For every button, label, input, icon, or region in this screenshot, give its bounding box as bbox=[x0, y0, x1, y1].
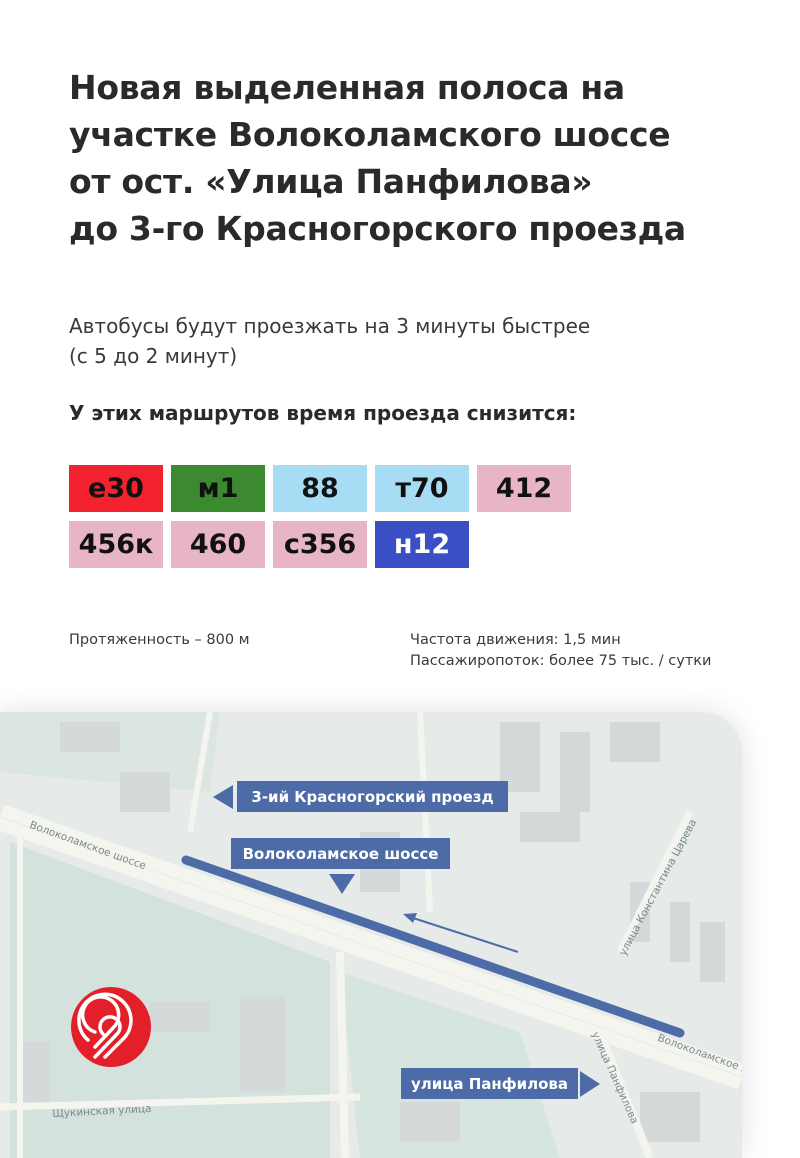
park-area bbox=[340, 972, 560, 1158]
stat-frequency-passengers: Частота движения: 1,5 мин Пассажиропоток… bbox=[410, 630, 711, 672]
title-line: участке Волоколамского шоссе bbox=[69, 115, 671, 154]
route-badge: 412 bbox=[477, 465, 571, 512]
route-badge: 88 bbox=[273, 465, 367, 512]
route-badge: м1 bbox=[171, 465, 265, 512]
route-badge: 456к bbox=[69, 521, 163, 568]
arrow-left-icon bbox=[213, 785, 233, 809]
length-text: Протяженность – 800 м bbox=[69, 632, 250, 648]
passengers-text: Пассажиропоток: более 75 тыс. / сутки bbox=[410, 653, 712, 669]
stat-length: Протяженность – 800 м bbox=[69, 630, 250, 651]
page-title: Новая выделенная полоса на участке Волок… bbox=[69, 64, 686, 252]
subtitle-line: (с 5 до 2 минут) bbox=[69, 344, 238, 368]
title-line: от ост. «Улица Панфилова» bbox=[69, 162, 593, 201]
routes-heading: У этих маршрутов время проезда снизится: bbox=[69, 401, 577, 425]
frequency-text: Частота движения: 1,5 мин bbox=[410, 632, 621, 648]
route-badge: т70 bbox=[375, 465, 469, 512]
subtitle: Автобусы будут проезжать на 3 минуты быс… bbox=[69, 311, 590, 371]
route-badge: 460 bbox=[171, 521, 265, 568]
route-map: 3-ий Красногорский проезд Волоколамское … bbox=[0, 712, 742, 1158]
dedicated-lane bbox=[181, 855, 685, 1038]
label-volokolamskoe: Волоколамское шоссе bbox=[231, 838, 450, 869]
title-line: до 3-го Красногорского проезда bbox=[69, 209, 686, 248]
arrow-down-icon bbox=[329, 874, 355, 894]
direction-arrow bbox=[409, 916, 519, 953]
moscow-transport-logo bbox=[71, 987, 151, 1067]
route-list: е30 м1 88 т70 412 456к 460 с356 н12 bbox=[69, 465, 589, 568]
label-panfilova: улица Панфилова bbox=[401, 1068, 578, 1099]
label-krasnogorsky: 3-ий Красногорский проезд bbox=[237, 781, 508, 812]
arrow-right-icon bbox=[580, 1071, 600, 1097]
route-badge: н12 bbox=[375, 521, 469, 568]
route-badge: с356 bbox=[273, 521, 367, 568]
title-line: Новая выделенная полоса на bbox=[69, 68, 625, 107]
route-badge: е30 bbox=[69, 465, 163, 512]
subtitle-line: Автобусы будут проезжать на 3 минуты быс… bbox=[69, 314, 591, 338]
